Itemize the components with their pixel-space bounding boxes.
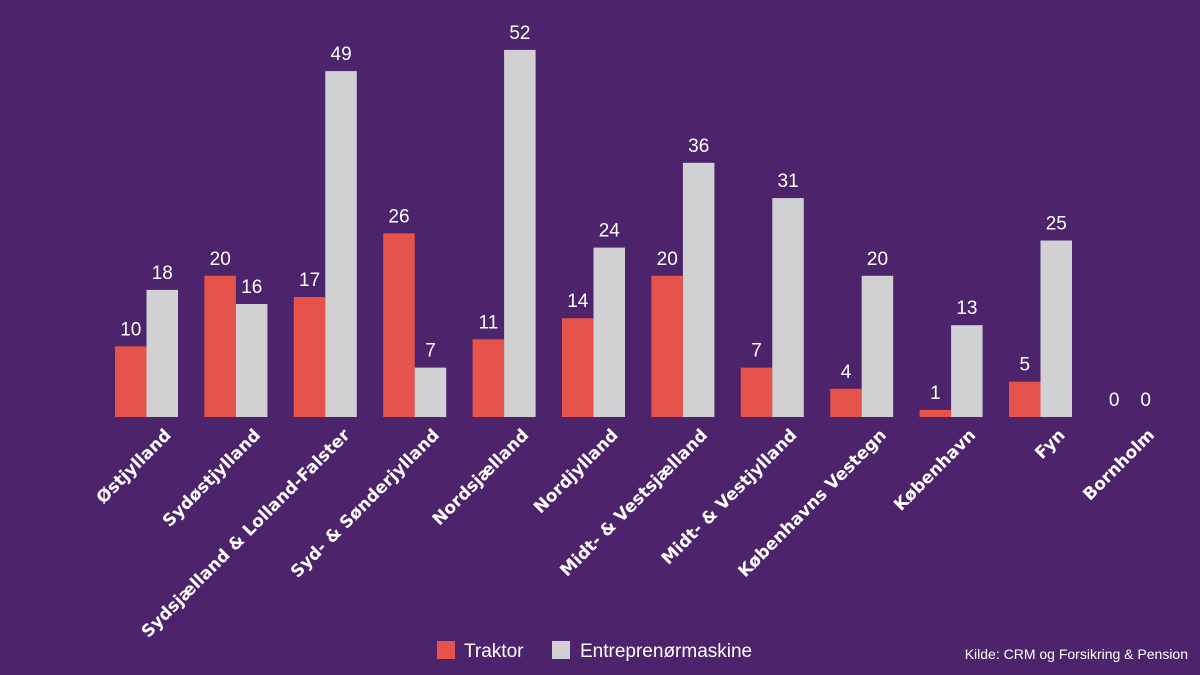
value-label-traktor-ostjylland: 10 — [120, 319, 141, 340]
value-label-traktor-sydostjylland: 20 — [210, 249, 231, 270]
bar-traktor-nordjylland — [562, 318, 594, 417]
value-label-entreprenormaskine-nordjylland: 24 — [599, 221, 621, 242]
value-label-entreprenormaskine-fyn: 25 — [1046, 214, 1067, 235]
category-label-kobenhavn: København — [890, 425, 980, 515]
category-label-midt-and-vestsjaelland: Midt- & Vestsjælland — [556, 425, 712, 581]
legend-swatch-traktor — [437, 641, 455, 659]
bar-traktor-sydostjylland — [204, 275, 236, 417]
value-label-traktor-sydsjaelland-and-lolland-falster: 17 — [299, 270, 320, 291]
value-label-traktor-midt-and-vestsjaelland: 20 — [657, 249, 678, 270]
bar-group — [115, 49, 1072, 418]
category-label-ostjylland: Østjylland — [93, 425, 176, 508]
bar-entreprenormaskine-nordjylland — [593, 247, 625, 417]
bar-traktor-kobenhavn — [919, 409, 952, 417]
value-label-traktor-kobenhavn: 1 — [930, 383, 941, 404]
value-label-entreprenormaskine-ostjylland: 18 — [152, 263, 173, 284]
value-label-traktor-kobenhavns-vestegn: 4 — [841, 362, 852, 383]
source-note: Kilde: CRM og Forsikring & Pension — [965, 646, 1188, 662]
value-label-traktor-syd-and-sonderjylland: 26 — [388, 206, 409, 227]
value-label-entreprenormaskine-bornholm: 0 — [1140, 390, 1151, 411]
value-label-group: 10 18 20 16 17 49 26 7 11 52 14 24 20 36 7 31 4 20 1 13 5 25 0… — [120, 23, 1151, 411]
bar-traktor-syd-and-sonderjylland — [383, 233, 415, 417]
bar-entreprenormaskine-midt-and-vestjylland — [772, 198, 804, 417]
value-label-traktor-nordjylland: 14 — [567, 291, 589, 312]
bar-entreprenormaskine-kobenhavn — [951, 325, 983, 417]
value-label-entreprenormaskine-syd-and-sonderjylland: 7 — [425, 341, 436, 362]
legend-swatch-entreprenormaskine — [552, 641, 570, 659]
bar-traktor-nordsjaelland — [472, 339, 505, 417]
category-label-kobenhavns-vestegn: Københavns Vestegn — [734, 425, 890, 581]
value-label-entreprenormaskine-sydostjylland: 16 — [241, 277, 262, 298]
bar-traktor-midt-and-vestsjaelland — [651, 275, 683, 417]
legend: Traktor Entreprenørmaskine — [437, 641, 752, 662]
value-label-traktor-bornholm: 0 — [1109, 390, 1120, 411]
bar-entreprenormaskine-kobenhavns-vestegn — [861, 275, 894, 417]
value-label-traktor-nordsjaelland: 11 — [479, 312, 499, 333]
bar-traktor-fyn — [1009, 381, 1041, 417]
value-label-entreprenormaskine-midt-and-vestsjaelland: 36 — [688, 136, 709, 157]
category-label-bornholm: Bornholm — [1079, 425, 1159, 505]
bar-entreprenormaskine-ostjylland — [146, 289, 178, 417]
bar-entreprenormaskine-sydsjaelland-and-lolland-falster — [325, 71, 357, 417]
value-label-entreprenormaskine-kobenhavn: 13 — [956, 298, 977, 319]
value-label-entreprenormaskine-midt-and-vestjylland: 31 — [778, 171, 799, 192]
category-label-nordsjaelland: Nordsjælland — [429, 425, 533, 529]
bar-entreprenormaskine-syd-and-sonderjylland — [414, 367, 447, 417]
bar-entreprenormaskine-fyn — [1040, 240, 1072, 417]
bar-traktor-kobenhavns-vestegn — [830, 388, 862, 417]
category-label-fyn: Fyn — [1031, 425, 1069, 463]
bar-traktor-midt-and-vestjylland — [740, 367, 773, 417]
category-label-nordjylland: Nordjylland — [530, 425, 622, 517]
value-label-entreprenormaskine-sydsjaelland-and-lolland-falster: 49 — [331, 44, 352, 65]
bar-traktor-ostjylland — [115, 346, 147, 417]
bar-entreprenormaskine-midt-and-vestsjaelland — [682, 162, 715, 417]
bar-traktor-sydsjaelland-and-lolland-falster — [293, 297, 326, 417]
value-label-entreprenormaskine-nordsjaelland: 52 — [509, 23, 530, 44]
bar-entreprenormaskine-nordsjaelland — [504, 49, 536, 418]
legend-label-entreprenormaskine: Entreprenørmaskine — [580, 641, 752, 662]
category-label-syd-and-sonderjylland: Syd- & Sønderjylland — [287, 425, 444, 582]
value-label-entreprenormaskine-kobenhavns-vestegn: 20 — [867, 249, 888, 270]
value-label-traktor-fyn: 5 — [1020, 355, 1031, 376]
legend-label-traktor: Traktor — [464, 641, 524, 662]
bar-entreprenormaskine-sydostjylland — [235, 304, 268, 417]
value-label-traktor-midt-and-vestjylland: 7 — [751, 341, 762, 362]
